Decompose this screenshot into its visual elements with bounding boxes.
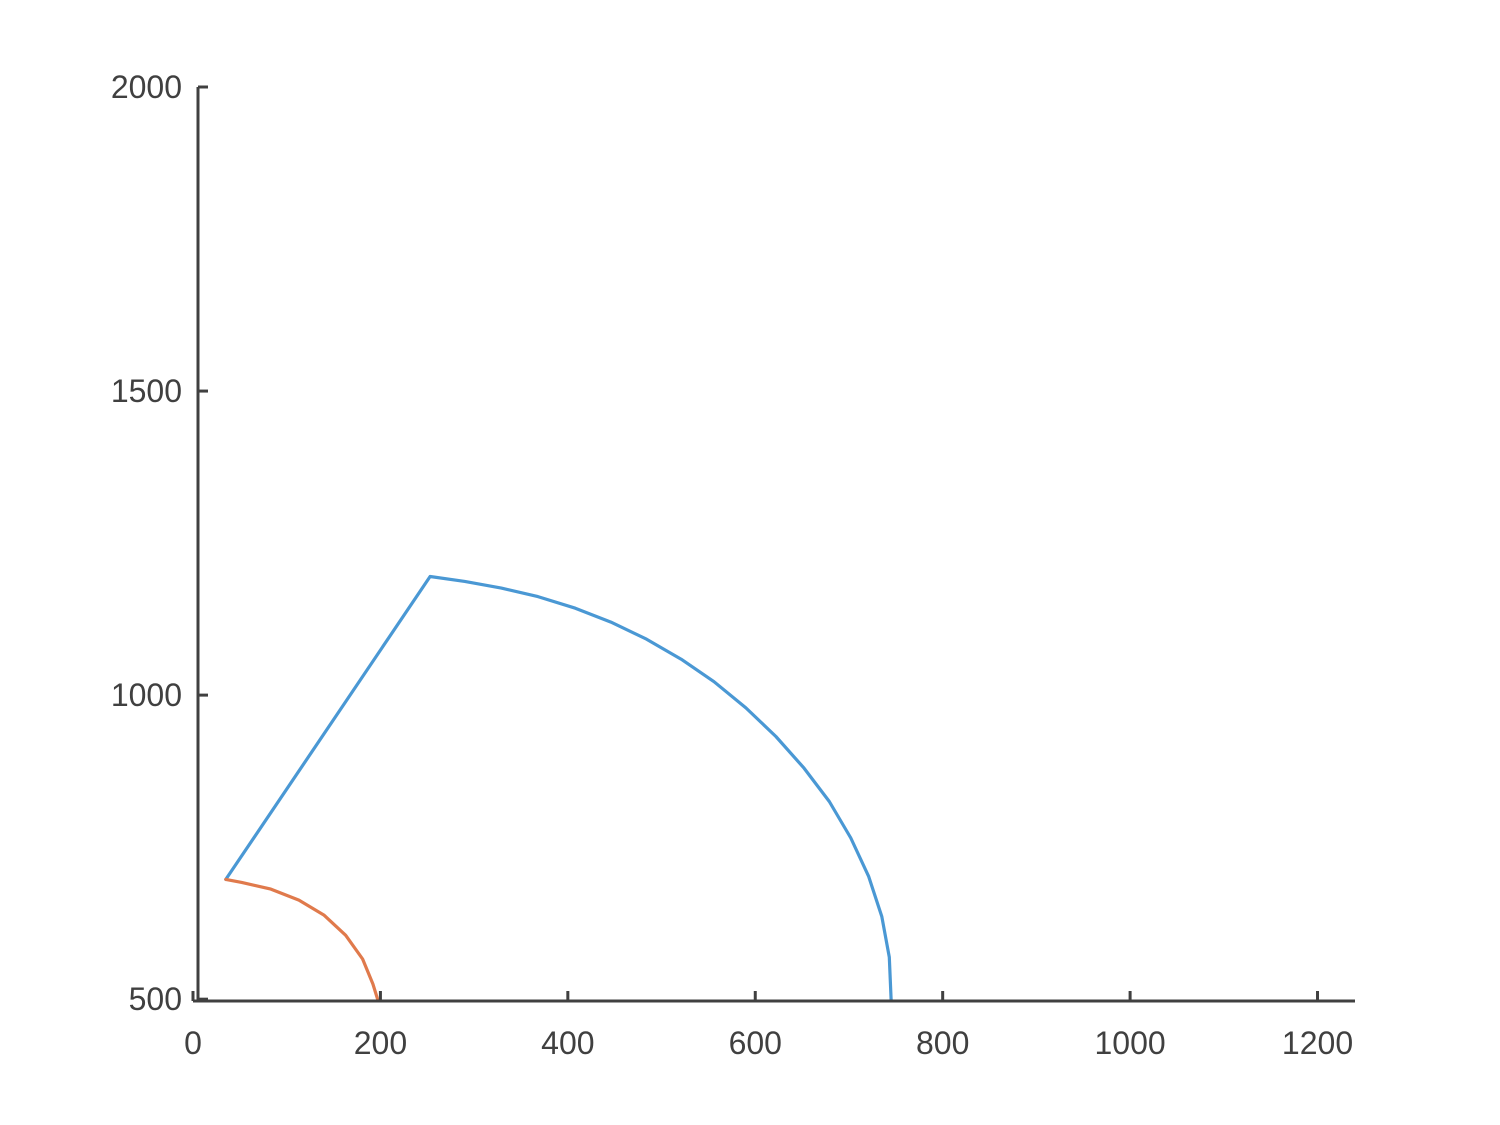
y-tick-label: 1000 xyxy=(111,677,182,713)
x-tick-label: 600 xyxy=(729,1025,782,1061)
x-tick-label: 800 xyxy=(916,1025,969,1061)
series-line-1 xyxy=(224,574,893,1001)
x-tick-label: 0 xyxy=(184,1025,202,1061)
x-tick-label: 1200 xyxy=(1282,1025,1353,1061)
x-tick-label: 1000 xyxy=(1095,1025,1166,1061)
series-layer xyxy=(224,574,893,1001)
x-tick-label: 400 xyxy=(541,1025,594,1061)
axes: 0 200 400 600 800 1000 1200 500 1000 1500 2000 xyxy=(111,69,1355,1061)
y-tick-label: 2000 xyxy=(111,69,182,105)
y-tick-label: 500 xyxy=(129,981,182,1017)
x-tick-label: 200 xyxy=(354,1025,407,1061)
series-line-2 xyxy=(224,877,380,1001)
y-tick-label: 1500 xyxy=(111,373,182,409)
